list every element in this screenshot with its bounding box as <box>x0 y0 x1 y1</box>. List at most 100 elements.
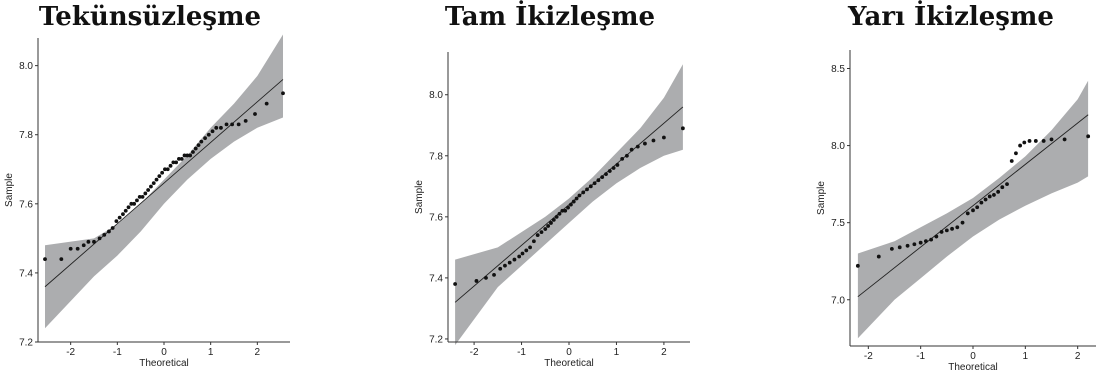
x-axis-label: Theoretical <box>139 358 188 369</box>
data-point <box>950 226 954 231</box>
x-tick-label: 1 <box>1023 351 1029 362</box>
y-tick-label: 7.0 <box>831 295 845 306</box>
data-point <box>535 233 540 238</box>
x-tick-label: -1 <box>916 351 925 362</box>
data-point <box>92 239 96 244</box>
data-point <box>484 275 488 280</box>
data-point <box>531 239 536 244</box>
data-point <box>983 197 988 202</box>
data-point <box>135 198 139 203</box>
x-axis-label: Theoretical <box>544 358 593 369</box>
data-point <box>137 195 142 199</box>
data-point <box>75 246 80 251</box>
y-axis-label: Sample <box>4 173 15 207</box>
chart-title: Tam İkizleşme <box>444 2 656 32</box>
x-tick-label: -2 <box>66 347 75 358</box>
data-point <box>1005 182 1009 187</box>
qq-plot: -2 -1 0 1 2 7.2 7.4 7.6 7.8 8.0 Theoretical Sample <box>414 52 690 369</box>
data-point <box>615 163 620 167</box>
data-point <box>132 201 137 206</box>
data-point <box>996 189 1001 194</box>
reference-line <box>44 79 284 288</box>
x-tick-label: 0 <box>161 347 167 358</box>
data-point <box>154 177 159 182</box>
qq-panel-tam-ikizlesme: Tam İkizleşme -2 -1 0 1 2 7.2 7.4 7.6 7.8 8.0 Theo… <box>400 0 700 376</box>
x-tick-label: 2 <box>255 347 261 358</box>
y-tick-label: 8.5 <box>831 64 845 75</box>
x-tick-label: -2 <box>864 351 873 362</box>
data-point <box>149 184 153 189</box>
data-point <box>102 233 107 237</box>
data-point <box>680 126 685 131</box>
data-point <box>1041 139 1046 143</box>
data-point <box>517 254 522 259</box>
data-point <box>939 230 944 234</box>
data-point <box>146 188 151 192</box>
confidence-band <box>45 34 283 329</box>
data-point <box>185 153 190 158</box>
y-axis-label: Sample <box>816 181 827 215</box>
data-point <box>581 190 586 195</box>
data-point <box>68 246 73 251</box>
data-point <box>81 243 86 248</box>
data-point <box>876 254 881 259</box>
x-tick-label: 0 <box>566 347 572 358</box>
data-point <box>1049 137 1054 142</box>
data-point <box>160 170 165 175</box>
data-point <box>1027 139 1032 143</box>
data-point <box>503 263 507 268</box>
data-point <box>206 132 211 137</box>
data-point <box>114 219 119 223</box>
data-point <box>512 257 517 262</box>
y-tick-label: 7.6 <box>19 199 33 210</box>
data-point <box>196 143 201 147</box>
data-point <box>123 208 128 213</box>
data-point <box>281 91 285 96</box>
data-point <box>171 160 176 165</box>
data-point <box>889 246 894 251</box>
y-tick-label: 7.4 <box>19 268 33 279</box>
data-point <box>528 245 532 250</box>
data-point <box>1086 134 1091 139</box>
data-point <box>549 221 553 225</box>
data-point <box>855 263 860 268</box>
data-point <box>520 251 525 256</box>
data-point <box>539 230 544 235</box>
data-point <box>126 205 131 210</box>
chart-title: Tekünsüzleşme <box>38 2 262 32</box>
x-tick-label: 1 <box>208 347 214 358</box>
data-point <box>965 211 970 216</box>
data-point <box>979 200 984 205</box>
x-axis-label: Theoretical <box>948 362 997 373</box>
chart-title: Yarı İkizleşme <box>848 2 1054 32</box>
data-point <box>129 201 134 206</box>
data-point <box>588 184 593 189</box>
data-point <box>944 228 949 233</box>
data-point <box>188 153 193 158</box>
y-tick-label: 7.4 <box>429 273 443 284</box>
data-point <box>199 139 204 144</box>
data-point <box>918 240 923 245</box>
data-point <box>629 147 634 152</box>
data-point <box>1014 151 1018 156</box>
data-point <box>157 174 162 179</box>
data-point <box>97 236 102 241</box>
data-point <box>59 257 64 261</box>
y-tick-label: 8.0 <box>429 90 443 101</box>
data-point <box>620 156 625 161</box>
data-point <box>662 135 666 140</box>
data-point <box>214 125 219 130</box>
data-point <box>253 112 257 116</box>
y-tick-label: 7.8 <box>19 130 33 141</box>
y-tick-label: 7.2 <box>429 334 443 345</box>
qq-panel-tekunsuzlesme: Tekünsüzleşme -2 -1 0 1 2 7.2 7.4 7.6 7.8 8.0 Theo… <box>0 0 300 376</box>
data-point <box>140 195 145 199</box>
y-tick-label: 7.5 <box>831 218 845 229</box>
data-point <box>236 122 241 127</box>
data-point <box>107 229 111 234</box>
data-point <box>43 257 47 261</box>
data-point <box>453 282 458 286</box>
data-point <box>163 167 167 172</box>
data-point <box>498 266 503 271</box>
x-tick-label: -1 <box>113 347 122 358</box>
